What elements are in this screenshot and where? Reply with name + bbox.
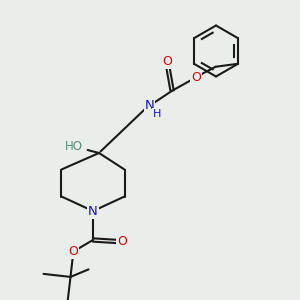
Text: N: N xyxy=(145,99,154,112)
Text: O: O xyxy=(117,235,127,248)
Text: N: N xyxy=(88,205,98,218)
Text: O: O xyxy=(191,71,201,84)
Text: H: H xyxy=(153,109,162,119)
Text: HO: HO xyxy=(64,140,82,153)
Text: O: O xyxy=(163,55,172,68)
Text: O: O xyxy=(69,245,78,258)
